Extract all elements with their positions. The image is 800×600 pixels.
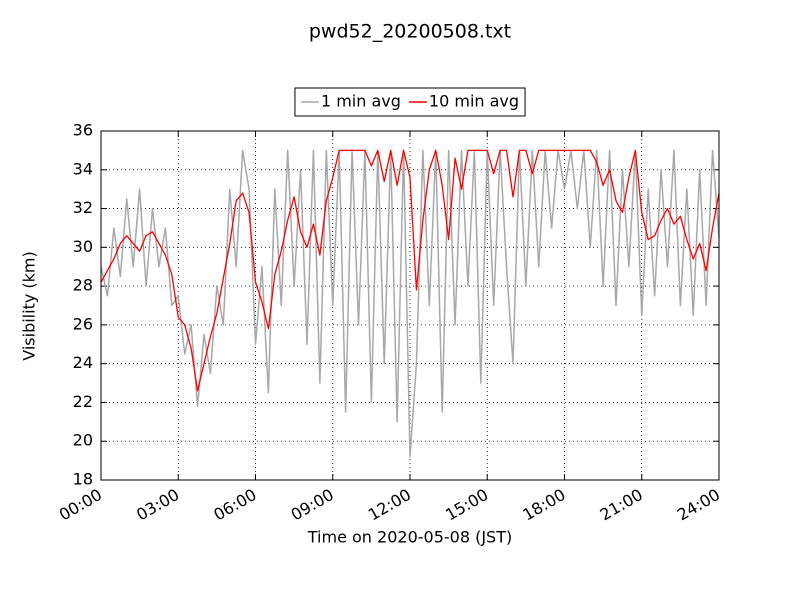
y-tick-label: 32 — [73, 198, 93, 217]
x-tick-label: 09:00 — [288, 485, 337, 525]
x-tick-label: 24:00 — [674, 485, 723, 525]
legend-label: 10 min avg — [429, 92, 519, 111]
y-tick-label: 20 — [73, 431, 93, 450]
y-tick-label: 28 — [73, 276, 93, 295]
y-tick-label: 18 — [73, 470, 93, 489]
legend-label: 1 min avg — [321, 92, 401, 111]
y-axis-label: Visibility (km) — [20, 251, 39, 360]
x-tick-label: 12:00 — [365, 485, 414, 525]
chart-title: pwd52_20200508.txt — [309, 21, 511, 43]
y-tick-label: 26 — [73, 314, 93, 333]
x-tick-label: 15:00 — [442, 485, 491, 525]
y-tick-label: 34 — [73, 159, 93, 178]
data-line — [100, 149, 720, 458]
x-tick-label: 18:00 — [519, 485, 568, 525]
plot-frame — [100, 130, 720, 481]
legend: 1 min avg 10 min avg — [294, 87, 526, 117]
y-tick-label: 24 — [73, 353, 93, 372]
x-tick-label: 03:00 — [133, 485, 182, 525]
x-tick-label: 06:00 — [210, 485, 259, 525]
data-line — [100, 149, 720, 392]
x-axis-label: Time on 2020-05-08 (JST) — [307, 528, 512, 547]
y-tick-label: 30 — [73, 237, 93, 256]
x-tick-label: 21:00 — [597, 485, 646, 525]
y-tick-label: 36 — [73, 121, 93, 140]
y-tick-label: 22 — [73, 392, 93, 411]
x-tick-label: 00:00 — [56, 485, 105, 525]
